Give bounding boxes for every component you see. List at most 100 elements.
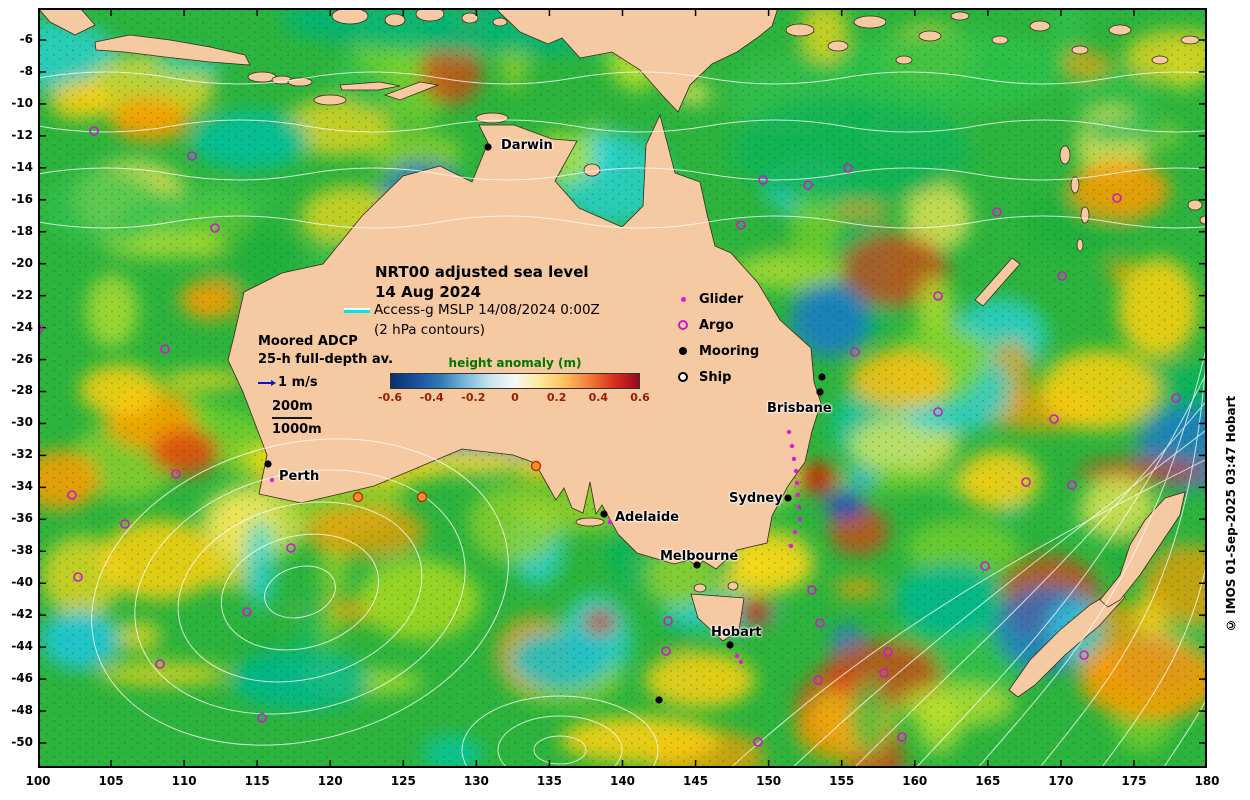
argo-legend-icon [676,320,690,330]
argo-marker [73,572,83,582]
argo-marker [663,616,673,626]
legend-label: Ship [699,369,732,385]
map-canvas [38,8,1207,768]
argo-marker [160,344,170,354]
mooring-marker [484,143,492,151]
colorbar-tick: 0.4 [588,391,609,404]
mooring-marker [818,373,826,381]
colorbar-gradient [390,373,640,389]
city-label-melbourne: Melbourne [660,549,739,564]
argo-marker [155,659,165,669]
lat-tick-label: -30 [11,415,33,430]
map-border [38,8,1207,768]
glider-marker [789,443,795,449]
argo-marker [210,223,220,233]
credit-text: © IMOS 01-Sep-2025 03:47 Hobart [1224,395,1238,632]
ship-marker [530,460,542,472]
lon-tick-label: 135 [536,774,562,788]
glider-marker [793,468,799,474]
observation-markers [38,126,1181,747]
argo-marker [120,519,130,529]
landmass-sumatra [38,8,96,36]
mooring-marker [784,494,792,502]
argo-marker [883,647,893,657]
lon-tick-label: 125 [390,774,416,788]
lat-tick-label: -38 [11,543,33,558]
colorbar-tick: 0 [511,391,519,404]
lon-tick-label: 145 [683,774,709,788]
city-label-hobart: Hobart [711,625,762,640]
lon-tick-label: 140 [609,774,636,788]
landmass-new-guinea [494,8,779,113]
lat-tick-label: -22 [11,287,33,302]
mooring-marker [693,561,701,569]
lat-tick-label: -26 [11,351,33,366]
argo-marker [933,291,943,301]
colorbar-tick: 0.2 [546,391,567,404]
lon-tick-label: 110 [171,774,197,788]
lat-tick-label: -24 [11,319,33,334]
lat-tick-label: -44 [11,639,33,654]
land-layer [38,8,1207,698]
lat-tick-label: -40 [11,575,33,590]
lat-tick-label: -6 [19,32,33,46]
legend-label: Glider [699,291,744,307]
glider-marker [607,519,613,525]
argo-marker [933,407,943,417]
legend-item-mooring: Mooring [676,338,759,364]
ship-legend-icon [676,372,690,382]
legend-label: Mooring [699,343,760,359]
city-label-sydney: Sydney [729,491,783,506]
colorbar: height anomaly (m) -0.6 -0.4 -0.2 0 0.2 0.4 0.… [378,356,650,405]
argo-marker [736,220,746,230]
argo-marker [758,175,768,185]
depth-200-label: 200m [272,399,313,414]
lat-tick-label: -18 [11,223,33,238]
legend-label: Argo [699,317,734,333]
legend-item-argo: Argo [676,312,759,338]
lon-tick-label: 105 [98,774,124,788]
glider-marker [269,477,275,483]
argo-marker [257,713,267,723]
city-label-perth: Perth [279,469,320,484]
lat-tick-label: -8 [19,63,33,78]
lon-tick-label: 130 [463,774,489,788]
mslp-legend: Access-g MSLP 14/08/2024 0:00Z (2 hPa co… [344,300,600,340]
argo-marker [813,675,823,685]
mooring-marker [600,510,608,518]
velocity-arrow-icon [258,380,276,386]
argo-marker [879,668,889,678]
landmass-tasmania [690,593,745,642]
depth-contour-legend: 200m 1000m [272,399,322,437]
city-label-brisbane: Brisbane [767,401,832,416]
lat-tick-label: -46 [11,671,33,686]
lon-tick-label: 155 [829,774,855,788]
lon-tick-label: 120 [317,774,343,788]
observation-legend: Glider Argo Mooring Ship [676,286,759,390]
argo-marker [897,732,907,742]
glider-marker [786,429,792,435]
lat-tick-label: -12 [11,127,33,142]
argo-marker [1049,414,1059,424]
landmass-java [94,34,251,66]
glider-marker [795,492,801,498]
argo-marker [807,585,817,595]
argo-marker [1057,271,1067,281]
lat-tick-label: -42 [11,607,33,622]
argo-marker [1171,393,1181,403]
lon-tick-label: 175 [1121,774,1147,788]
mslp-row: Access-g MSLP 14/08/2024 0:00Z [344,300,600,320]
lon-tick-label: 165 [975,774,1001,788]
lon-tick-label: 160 [902,774,928,788]
argo-marker [171,469,181,479]
glider-marker [792,529,798,535]
mslp-sublabel: (2 hPa contours) [374,322,485,338]
glider-marker [794,480,800,486]
city-label-darwin: Darwin [501,138,553,153]
argo-marker [980,561,990,571]
argo-marker [992,207,1002,217]
colorbar-ticks: -0.6 -0.4 -0.2 0 0.2 0.4 0.6 [378,391,650,405]
landmass-timor [383,81,440,101]
argo-marker [1079,650,1089,660]
